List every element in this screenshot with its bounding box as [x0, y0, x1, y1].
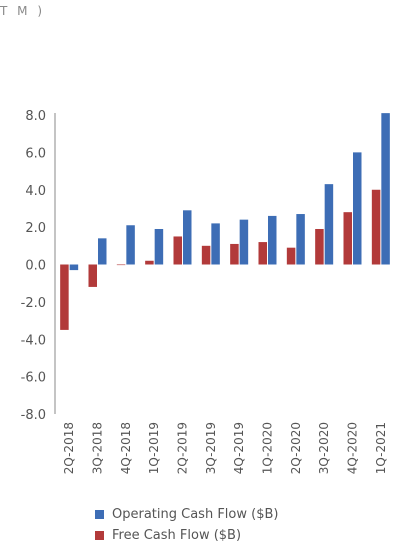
y-tick-label: -4.0 — [21, 333, 46, 348]
x-tick-label: 1Q-2020 — [261, 422, 275, 474]
bar-operating-cash-flow — [324, 184, 334, 265]
legend-swatch-operating-cash-flow — [95, 509, 104, 519]
y-tick-label: 4.0 — [25, 184, 46, 199]
x-tick-label: 4Q-2018 — [119, 422, 133, 474]
x-tick-label: 2Q-2018 — [62, 422, 76, 474]
bar-free-cash-flow — [371, 189, 381, 265]
bar-free-cash-flow — [145, 260, 154, 265]
x-tick-label: 3Q-2018 — [91, 422, 105, 474]
bar-free-cash-flow — [116, 264, 126, 266]
bar-free-cash-flow — [201, 245, 211, 265]
bar-free-cash-flow — [230, 243, 239, 265]
legend-item-free-cash-flow: Free Cash Flow ($B) — [95, 526, 278, 544]
legend-label-free-cash-flow: Free Cash Flow ($B) — [112, 527, 242, 543]
bar-operating-cash-flow — [98, 238, 107, 265]
bar-operating-cash-flow — [183, 210, 192, 265]
bar-free-cash-flow — [286, 247, 296, 265]
bar-operating-cash-flow — [126, 225, 135, 265]
bar-operating-cash-flow — [268, 215, 277, 265]
x-tick-label: 2Q-2019 — [176, 422, 190, 474]
legend-label-operating-cash-flow: Operating Cash Flow ($B) — [112, 506, 279, 522]
y-tick-label: 6.0 — [25, 146, 46, 161]
bar-free-cash-flow — [315, 228, 324, 265]
legend: Operating Cash Flow ($B) Free Cash Flow … — [95, 505, 278, 547]
y-tick-label: -8.0 — [21, 408, 46, 423]
y-tick-label: 8.0 — [25, 109, 46, 124]
bar-operating-cash-flow — [69, 264, 79, 271]
x-tick-label: 4Q-2020 — [346, 422, 360, 474]
y-tick-label: 0.0 — [25, 259, 46, 274]
x-tick-label: 3Q-2020 — [317, 422, 331, 474]
legend-item-operating-cash-flow: Operating Cash Flow ($B) — [95, 505, 278, 523]
bar-operating-cash-flow — [381, 113, 390, 265]
x-tick-label: 2Q-2020 — [289, 422, 303, 474]
x-tick-label: 1Q-2021 — [374, 422, 388, 474]
y-tick-label: -6.0 — [21, 371, 46, 386]
y-tick-label: -2.0 — [21, 296, 46, 311]
y-tick-label: 2.0 — [25, 221, 46, 236]
bar-free-cash-flow — [173, 236, 182, 265]
bar-operating-cash-flow — [296, 214, 305, 265]
legend-swatch-free-cash-flow — [95, 530, 104, 540]
x-tick-label: 3Q-2019 — [204, 422, 218, 474]
bar-free-cash-flow — [88, 264, 97, 287]
bar-free-cash-flow — [343, 212, 352, 265]
header-text: T M ) — [0, 4, 45, 18]
bar-free-cash-flow — [258, 242, 267, 265]
x-tick-label: 4Q-2019 — [232, 422, 246, 474]
bar-operating-cash-flow — [353, 152, 362, 265]
bar-operating-cash-flow — [211, 223, 220, 265]
bar-free-cash-flow — [60, 264, 69, 330]
bar-operating-cash-flow — [154, 228, 164, 265]
bar-operating-cash-flow — [239, 219, 249, 265]
x-tick-label: 1Q-2019 — [147, 422, 161, 474]
